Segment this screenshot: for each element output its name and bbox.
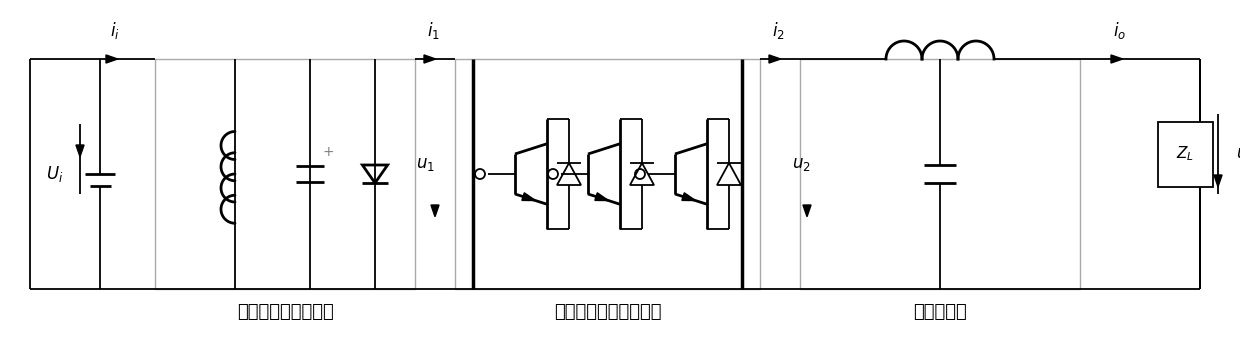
Polygon shape — [76, 145, 84, 157]
Polygon shape — [595, 193, 609, 201]
Polygon shape — [522, 193, 536, 201]
Text: $i_1$: $i_1$ — [427, 20, 439, 41]
Text: $U_i$: $U_i$ — [46, 164, 63, 184]
Text: 单相滤波器: 单相滤波器 — [913, 303, 967, 321]
Text: $u_1$: $u_1$ — [417, 155, 435, 173]
Bar — [155, 59, 415, 289]
Bar — [455, 59, 760, 289]
Bar — [1157, 121, 1213, 186]
Text: $i_2$: $i_2$ — [771, 20, 785, 41]
Text: +: + — [322, 145, 334, 159]
Polygon shape — [769, 55, 781, 63]
Text: 单相高频组合调制开关: 单相高频组合调制开关 — [554, 303, 661, 321]
Text: $u_o$: $u_o$ — [1236, 145, 1240, 163]
Bar — [800, 59, 1080, 289]
Polygon shape — [682, 193, 696, 201]
Text: $i_o$: $i_o$ — [1114, 20, 1127, 41]
Polygon shape — [424, 55, 435, 63]
Text: $Z_L$: $Z_L$ — [1176, 144, 1194, 163]
Polygon shape — [1214, 175, 1223, 187]
Text: 磁集成开关感容网络: 磁集成开关感容网络 — [237, 303, 334, 321]
Text: $i_i$: $i_i$ — [110, 20, 120, 41]
Polygon shape — [804, 205, 811, 217]
Text: $u_2$: $u_2$ — [792, 155, 811, 173]
Polygon shape — [432, 205, 439, 217]
Polygon shape — [105, 55, 118, 63]
Polygon shape — [1111, 55, 1122, 63]
